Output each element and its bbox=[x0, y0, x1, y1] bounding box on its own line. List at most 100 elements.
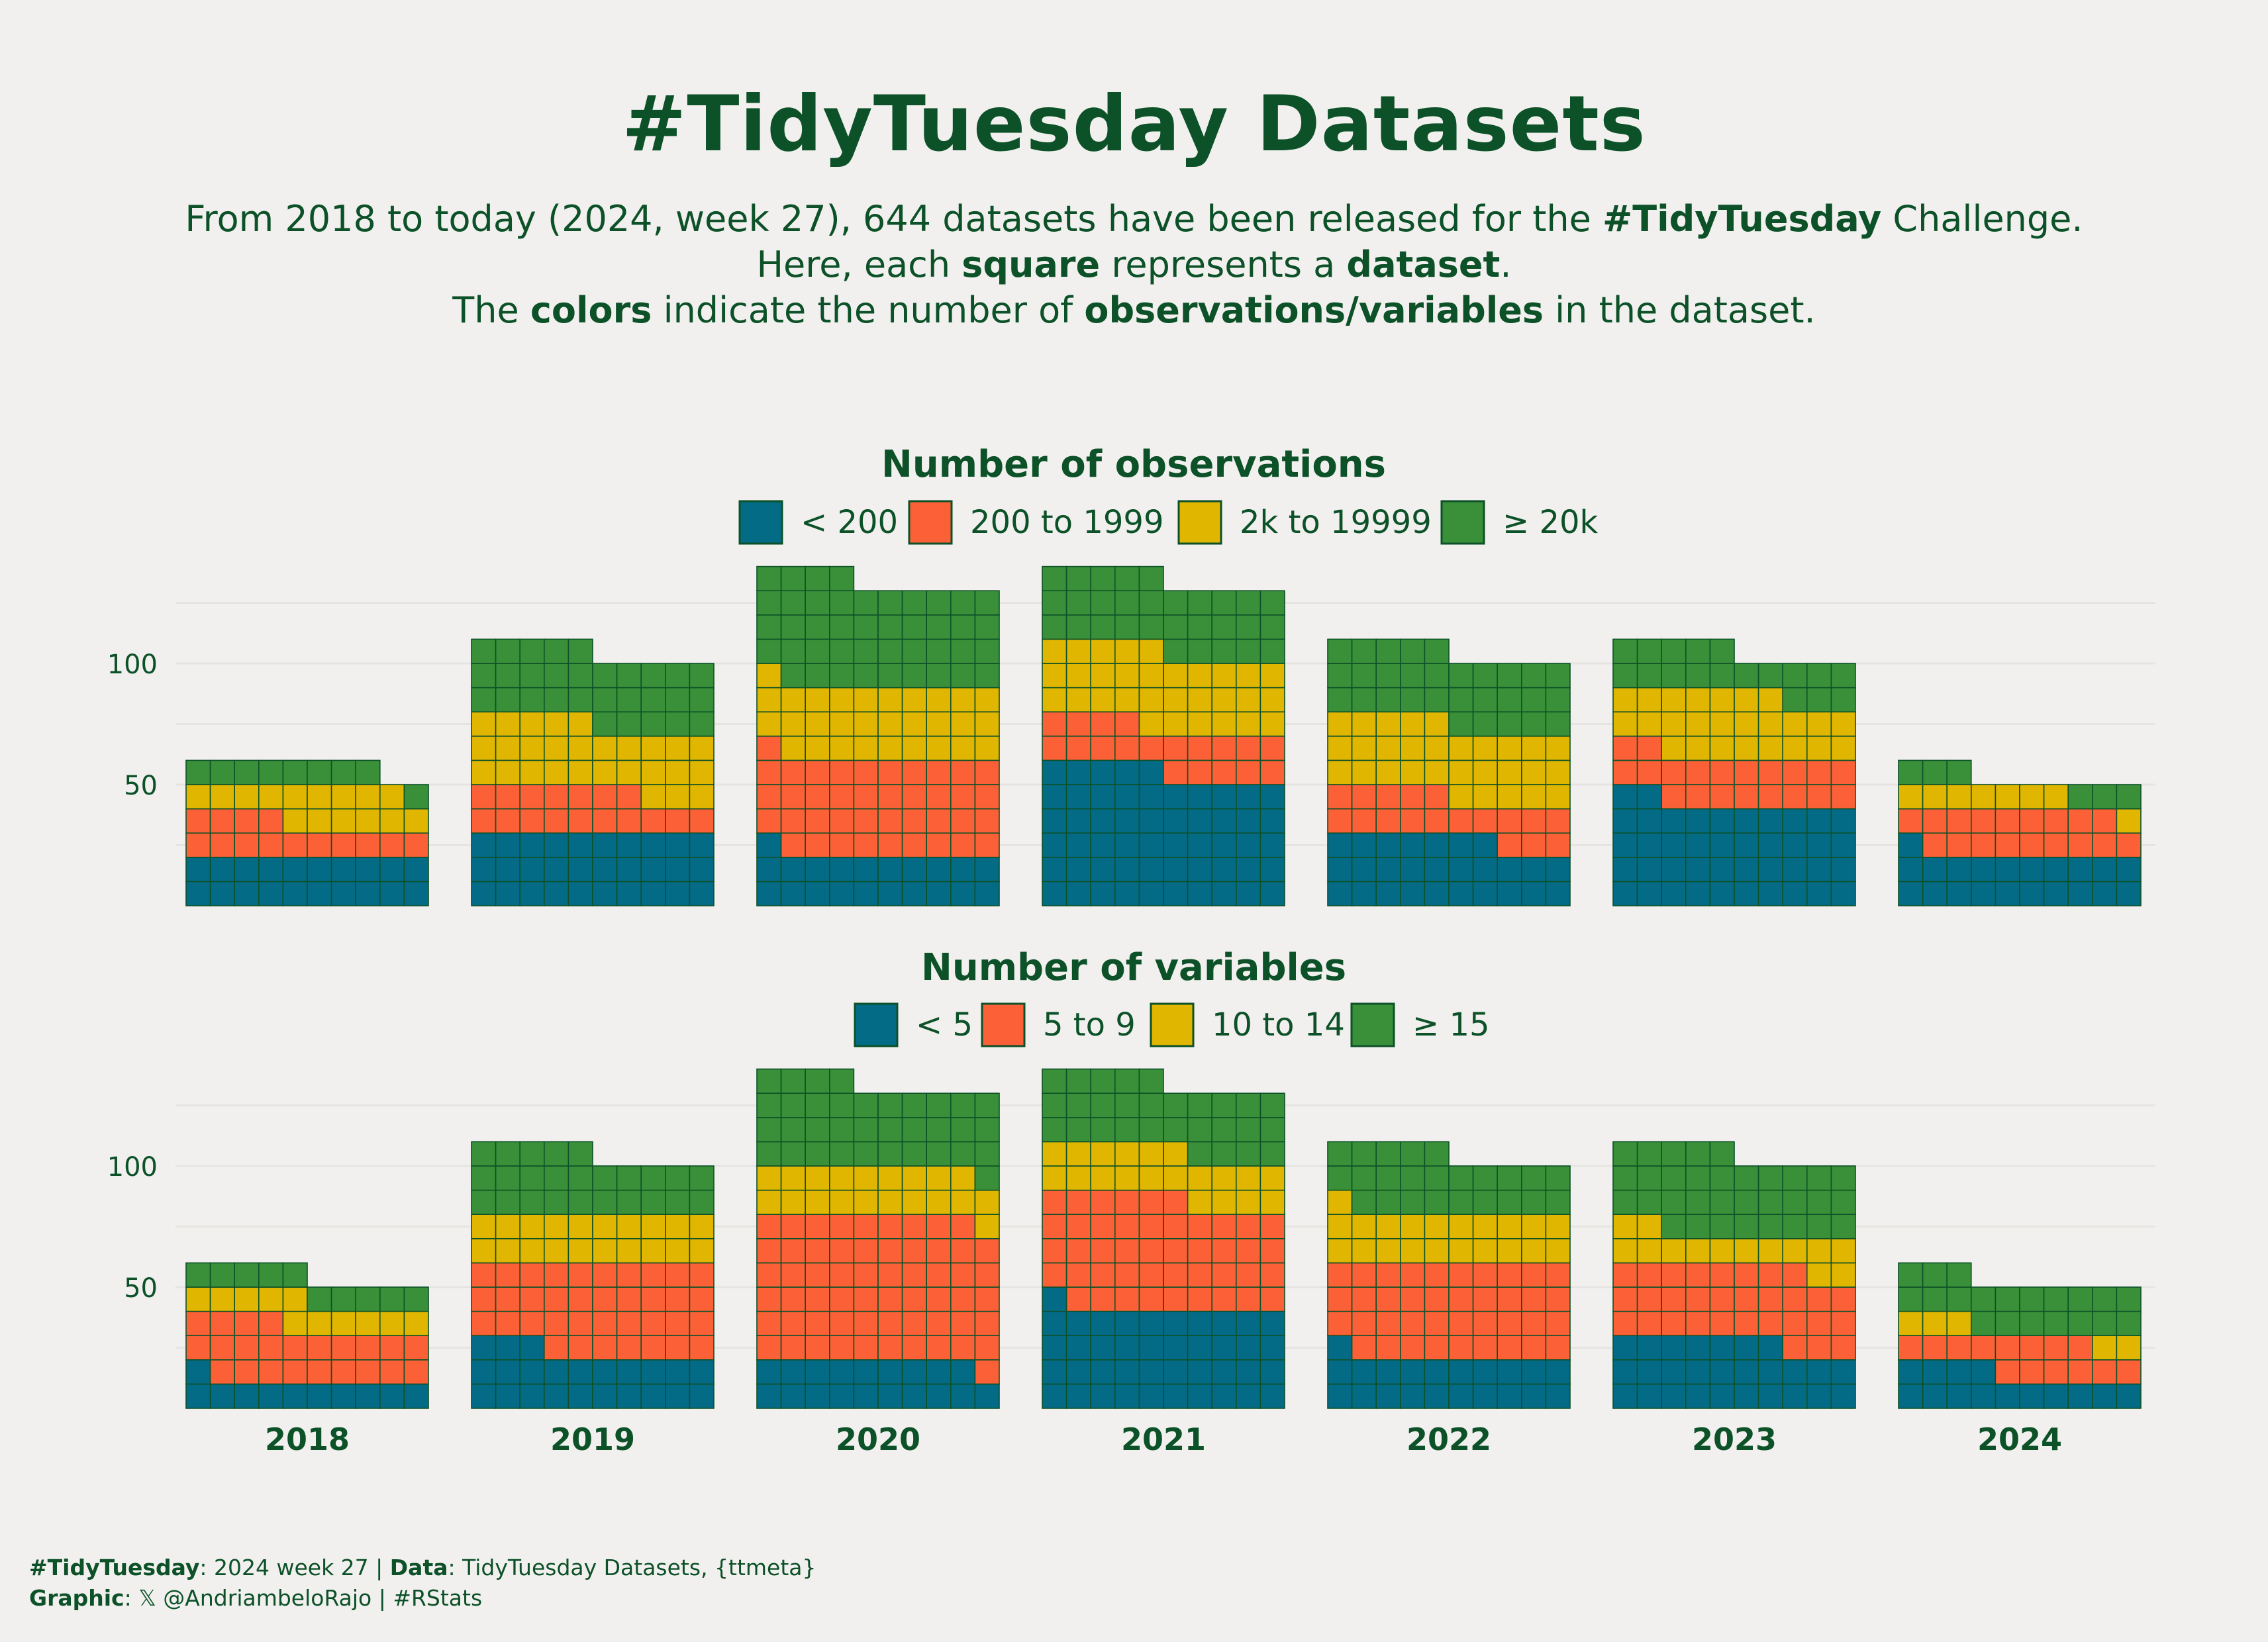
waffle-square bbox=[901, 808, 927, 834]
waffle-square bbox=[567, 687, 593, 712]
waffle-square bbox=[2067, 1335, 2093, 1361]
waffle-square bbox=[1709, 857, 1735, 883]
waffle-square bbox=[1138, 1310, 1164, 1336]
waffle-square bbox=[1211, 736, 1237, 761]
waffle-square bbox=[1065, 1117, 1091, 1143]
waffle-square bbox=[664, 1359, 691, 1385]
waffle-square bbox=[1545, 881, 1571, 906]
waffle-square bbox=[1375, 687, 1401, 712]
waffle-square bbox=[640, 1189, 666, 1215]
waffle-square bbox=[616, 1310, 642, 1336]
waffle-square bbox=[950, 614, 976, 640]
waffle-square bbox=[1259, 1141, 1285, 1167]
waffle-square bbox=[1448, 784, 1474, 810]
waffle-square bbox=[1922, 1359, 1948, 1385]
waffle-square bbox=[1898, 1262, 1924, 1288]
waffle-square bbox=[1114, 687, 1140, 712]
waffle-square bbox=[1236, 663, 1261, 689]
waffle-square bbox=[1830, 808, 1856, 834]
waffle-square bbox=[1042, 711, 1067, 737]
waffle-square bbox=[877, 1165, 903, 1191]
waffle-square bbox=[1922, 759, 1948, 785]
waffle-square bbox=[1138, 565, 1164, 591]
waffle-square bbox=[1636, 663, 1663, 689]
waffle-square bbox=[1734, 1286, 1759, 1312]
waffle-square bbox=[664, 1383, 691, 1409]
waffle-square bbox=[543, 1214, 569, 1239]
waffle-square bbox=[1782, 759, 1808, 785]
waffle-square bbox=[1521, 1335, 1547, 1361]
waffle-square bbox=[756, 1117, 782, 1143]
waffle-square bbox=[1782, 784, 1808, 810]
waffle-square bbox=[567, 663, 593, 689]
waffle-square bbox=[543, 1238, 569, 1264]
waffle-square bbox=[1472, 1165, 1499, 1191]
waffle-square bbox=[1400, 1359, 1426, 1385]
waffle-square bbox=[1259, 736, 1285, 761]
waffle-square bbox=[1187, 1117, 1212, 1143]
waffle-square bbox=[689, 1189, 715, 1215]
waffle-square bbox=[853, 1359, 879, 1385]
waffle-square bbox=[1138, 784, 1164, 810]
waffle-square bbox=[1090, 1117, 1116, 1143]
waffle-square bbox=[780, 881, 806, 906]
waffle-square bbox=[1830, 663, 1856, 689]
waffle-square bbox=[185, 1262, 211, 1288]
waffle-square bbox=[1138, 881, 1164, 906]
waffle-square bbox=[1114, 1383, 1140, 1409]
waffle-square bbox=[1636, 1383, 1663, 1409]
waffle-square bbox=[234, 1262, 260, 1288]
waffle-square bbox=[1424, 857, 1450, 883]
waffle-square bbox=[567, 1383, 593, 1409]
waffle-square bbox=[1782, 1359, 1808, 1385]
waffle-square bbox=[664, 881, 691, 906]
waffle-square bbox=[640, 881, 666, 906]
waffle-square bbox=[1424, 1141, 1450, 1167]
waffle-square bbox=[877, 1092, 903, 1118]
waffle-square bbox=[1211, 857, 1237, 883]
waffle-square bbox=[1351, 638, 1377, 664]
waffle-square bbox=[403, 1383, 429, 1409]
waffle-square bbox=[1236, 638, 1261, 664]
waffle-square bbox=[567, 857, 593, 883]
waffle-square bbox=[567, 759, 593, 785]
waffle-square bbox=[805, 1359, 830, 1385]
waffle-square bbox=[1259, 759, 1285, 785]
waffle-square bbox=[379, 881, 405, 906]
waffle-square bbox=[1236, 687, 1261, 712]
waffle-square bbox=[1830, 1335, 1856, 1361]
waffle-square bbox=[1042, 638, 1067, 664]
waffle-square bbox=[209, 1359, 236, 1385]
legend-label: < 5 bbox=[916, 1006, 973, 1043]
waffle-square bbox=[519, 1189, 545, 1215]
waffle-square bbox=[495, 1335, 520, 1361]
waffle-square bbox=[1424, 1359, 1450, 1385]
waffle-square bbox=[2019, 881, 2045, 906]
waffle-square bbox=[1400, 832, 1426, 858]
waffle-square bbox=[805, 784, 830, 810]
waffle-square bbox=[1521, 663, 1547, 689]
waffle-square bbox=[974, 1165, 1000, 1191]
year-column-2021 bbox=[1042, 565, 1285, 906]
waffle-square bbox=[1946, 1335, 1972, 1361]
waffle-square bbox=[592, 1238, 618, 1264]
waffle-square bbox=[355, 881, 381, 906]
waffle-square bbox=[640, 759, 666, 785]
waffle-square bbox=[853, 1262, 879, 1288]
waffle-square bbox=[379, 1383, 405, 1409]
waffle-square bbox=[780, 1262, 806, 1288]
waffle-square bbox=[1898, 832, 1924, 858]
waffle-square bbox=[567, 832, 593, 858]
waffle-square bbox=[1138, 857, 1164, 883]
waffle-square bbox=[926, 881, 952, 906]
waffle-square bbox=[1042, 881, 1067, 906]
waffle-square bbox=[1636, 759, 1663, 785]
waffle-square bbox=[805, 638, 830, 664]
waffle-square bbox=[1472, 759, 1499, 785]
waffle-square bbox=[1734, 1238, 1759, 1264]
waffle-square bbox=[829, 663, 855, 689]
waffle-square bbox=[1327, 1383, 1353, 1409]
waffle-square bbox=[901, 638, 927, 664]
waffle-square bbox=[471, 1383, 497, 1409]
waffle-square bbox=[567, 1335, 593, 1361]
